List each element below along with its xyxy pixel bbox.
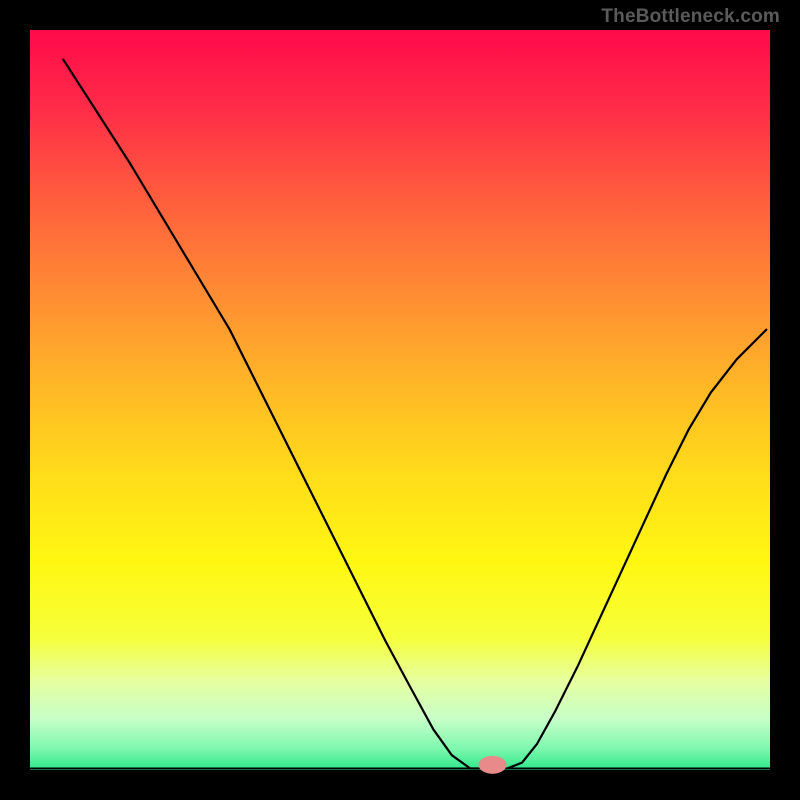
bottleneck-chart [0,0,800,800]
gradient-background [30,30,770,770]
watermark-text: TheBottleneck.com [601,6,780,28]
optimal-marker [479,756,507,774]
